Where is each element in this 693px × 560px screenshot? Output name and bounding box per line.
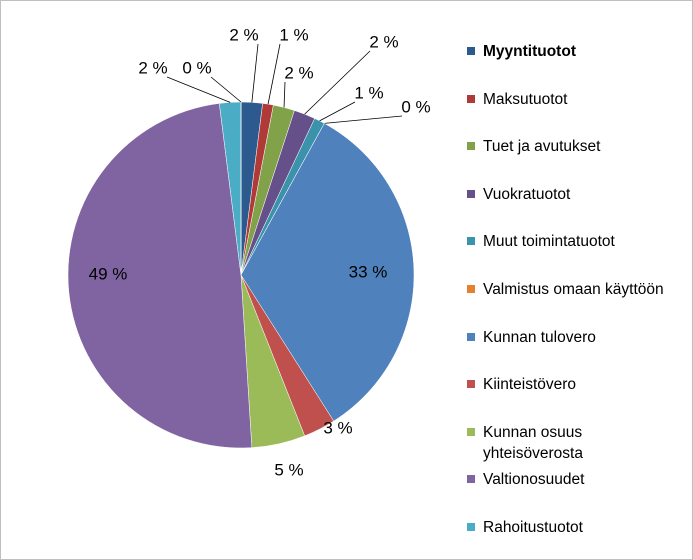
legend-swatch — [467, 237, 475, 246]
legend-swatch — [467, 142, 475, 151]
legend-swatch — [467, 522, 475, 531]
legend-label: Kunnan tulovero — [483, 328, 596, 346]
data-label: 1 % — [279, 25, 308, 44]
legend-item: Vuokratuotot — [467, 184, 682, 232]
data-label: 3 % — [323, 418, 352, 437]
legend-label: Kiinteistövero — [483, 376, 577, 394]
legend-swatch — [467, 427, 475, 436]
legend-label: Tuet ja avutukset — [483, 138, 601, 156]
data-label: 5 % — [274, 460, 303, 479]
data-label: 2 % — [369, 32, 398, 51]
leader-line — [319, 101, 356, 122]
leader-line — [283, 81, 286, 108]
legend-label: Rahoitustuotot — [483, 518, 583, 536]
pie-slice — [67, 103, 253, 449]
legend-label: Myyntituotot — [483, 43, 576, 60]
pie-slice — [240, 123, 415, 422]
data-label: 2 % — [284, 63, 313, 82]
legend-label: Valmistus omaan käyttöön — [483, 280, 664, 298]
legend-item: Maksutuotot — [467, 89, 682, 137]
legend-item: Myyntituotot — [467, 41, 682, 89]
leader-line — [210, 76, 242, 103]
legend: Myyntituotot Maksutuotot Tuet ja avutukset… — [467, 41, 682, 559]
data-label: 1 % — [354, 83, 383, 102]
legend-item: Valtionosuudet — [467, 469, 682, 517]
data-label: 2 % — [138, 58, 167, 77]
legend-item: Kunnan osuus yhteisöverosta — [467, 422, 682, 470]
data-label: 49 % — [89, 264, 128, 283]
legend-item: Muut toimintatuotot — [467, 231, 682, 279]
legend-swatch — [467, 94, 475, 103]
data-label: 2 % — [229, 25, 258, 44]
legend-swatch — [467, 284, 475, 293]
legend-item: Kunnan tulovero — [467, 327, 682, 375]
legend-label: Muut toimintatuotot — [483, 233, 615, 251]
leader-line — [324, 115, 403, 124]
legend-swatch — [467, 332, 475, 341]
leader-line — [166, 76, 231, 103]
legend-item: Valmistus omaan käyttöön — [467, 279, 682, 327]
data-label: 0 % — [182, 58, 211, 77]
legend-label: Maksutuotot — [483, 90, 568, 108]
legend-item: Kiinteistövero — [467, 374, 682, 422]
legend-item: Tuet ja avutukset — [467, 136, 682, 184]
data-label: 33 % — [349, 262, 388, 281]
legend-swatch — [467, 189, 475, 198]
leader-line — [251, 43, 259, 103]
legend-swatch — [467, 47, 475, 55]
data-label: 0 % — [401, 97, 430, 116]
legend-swatch — [467, 380, 475, 389]
legend-item: Rahoitustuotot — [467, 517, 682, 559]
legend-swatch — [467, 475, 475, 484]
legend-label: Valtionosuudet — [483, 471, 585, 489]
legend-label: Vuokratuotot — [483, 185, 571, 203]
legend-label: Kunnan osuus yhteisöverosta — [483, 423, 583, 462]
leader-line — [267, 43, 281, 105]
leader-line — [304, 50, 371, 115]
